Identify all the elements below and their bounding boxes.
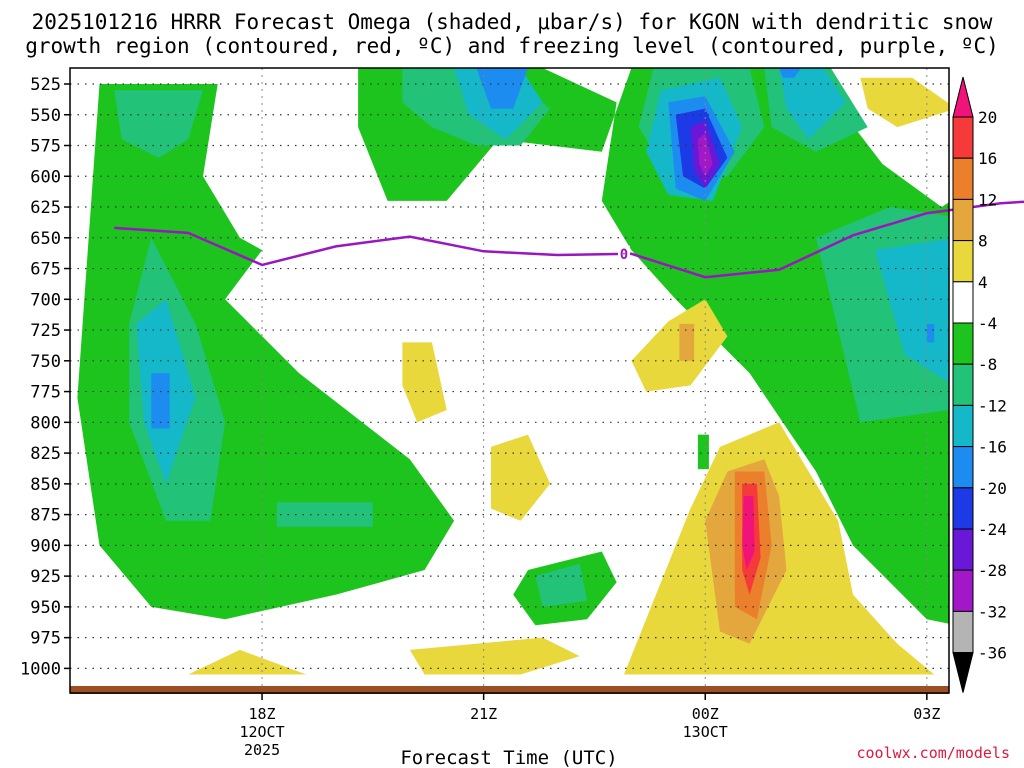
colorbar: 20 16 12 8 4 -4 -8 -12 -16 -20 -24 -28 -32 -36 [952,76,1007,693]
colorbar-box-4 [952,281,974,324]
plot-frame [69,67,950,694]
x-axis: 18Z12OCT202521Z00Z13OCT03Z06Z09Z [239,693,940,759]
omega-region-15 [779,68,846,140]
omega-region-4 [114,90,203,158]
colorbar-label-13: -36 [978,644,1007,663]
y-tick-label-550: 550 [30,106,61,126]
omega-region-7 [276,502,373,527]
freezing-level-label-bg-0 [617,245,630,261]
y-axis: 525 550 575 600 625 650 675 700 725 750 775 800 825 8… [20,75,70,679]
omega-region-18 [476,68,528,109]
omega-region-21 [926,323,935,343]
ground-bar [70,686,949,694]
freezing-level-labels: 00 [617,245,630,263]
omega-region-50 [679,323,695,361]
colorbar-label-4: 4 [978,273,988,292]
credit-text: coolwx.com/models [856,744,1010,762]
y-tick-label-950: 950 [30,598,61,618]
colorbar-box-5 [952,322,974,365]
x-tick-label-6-0: 00Z [692,705,719,723]
x-tick-label-0-1: 12OCT [239,723,284,741]
omega-region-47 [409,637,580,675]
omega-region-1 [358,68,949,624]
omega-region-16 [875,238,949,383]
omega-shaded-field [77,68,1024,675]
y-tick-label-825: 825 [30,444,61,464]
omega-region-8 [535,563,588,607]
chart-title-line-1: 2025101216 HRRR Forecast Omega (shaded, … [31,10,993,34]
y-tick-label-925: 925 [30,567,61,587]
x-tick-label-0-2: 2025 [244,741,280,759]
colorbar-label-9: -20 [978,479,1007,498]
y-tick-label-975: 975 [30,629,61,649]
y-tick-label-625: 625 [30,198,61,218]
x-tick-label-3-0: 21Z [470,705,497,723]
y-tick-label-1000: 1000 [20,659,61,679]
y-tick-label-525: 525 [30,75,61,95]
y-tick-label-875: 875 [30,506,61,526]
freezing-level-contour [114,200,1024,279]
y-tick-label-800: 800 [30,413,61,433]
y-tick-label-675: 675 [30,260,61,280]
x-axis-label: Forecast Time (UTC) [400,747,617,768]
y-tick-label-600: 600 [30,167,61,187]
colorbar-box-10 [952,528,974,571]
omega-region-31 [697,133,713,177]
colorbar-box-12 [952,610,974,654]
colorbar-box-6 [952,363,974,406]
colorbar-top-triangle [952,76,974,118]
omega-region-49 [1016,509,1024,657]
colorbar-label-5: -4 [978,314,997,333]
omega-region-42 [402,342,447,423]
omega-region-17 [151,373,170,429]
colorbar-label-8: -16 [978,438,1007,457]
colorbar-box-9 [952,487,974,530]
colorbar-box-2 [952,198,974,242]
y-tick-label-750: 750 [30,352,61,372]
omega-region-20 [779,68,802,78]
colorbar-box-3 [952,240,974,283]
colorbar-label-7: -12 [978,396,1007,415]
y-tick-label-900: 900 [30,536,61,556]
colorbar-bottom-triangle [952,652,974,693]
colorbar-label-2: 12 [978,190,997,209]
x-tick-label-0-0: 18Z [249,705,276,723]
y-tick-label-850: 850 [30,475,61,495]
y-tick-label-775: 775 [30,383,61,403]
omega-region-46 [188,649,307,675]
colorbar-box-0 [952,116,974,159]
colorbar-label-11: -28 [978,561,1007,580]
x-tick-label-6-1: 13OCT [683,723,728,741]
colorbar-label-1: 16 [978,149,997,168]
y-tick-label-700: 700 [30,290,61,310]
omega-region-43 [491,434,551,521]
colorbar-box-8 [952,446,974,489]
omega-region-38 [860,77,949,128]
chart-title-line-2: growth region (contoured, red, ºC) and f… [25,34,999,58]
colorbar-label-10: -24 [978,520,1007,539]
freezing-level-label-0: 0 [620,247,628,263]
colorbar-label-12: -32 [978,602,1007,621]
y-tick-label-725: 725 [30,321,61,341]
omega-region-3 [697,434,709,470]
colorbar-box-1 [952,157,974,200]
colorbar-box-11 [952,569,974,612]
x-tick-label-9-0: 03Z [913,705,940,723]
y-tick-label-650: 650 [30,229,61,249]
y-tick-label-575: 575 [30,137,61,157]
colorbar-box-7 [952,404,974,448]
colorbar-label-6: -8 [978,355,997,374]
colorbar-label-3: 8 [978,232,988,251]
colorbar-label-0: 20 [978,108,997,127]
